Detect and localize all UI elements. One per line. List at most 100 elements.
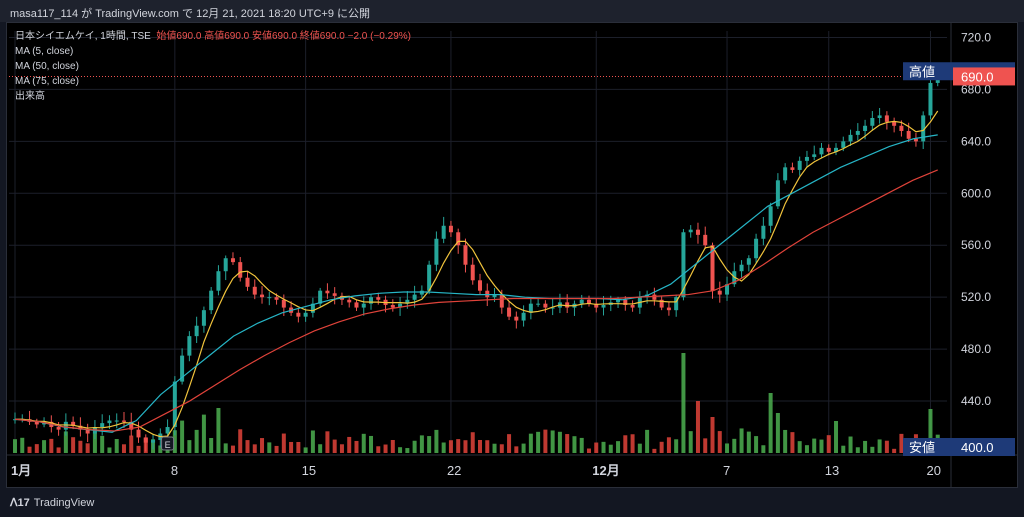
publish-info: masa117_114 が TradingView.com で 12月 21, …: [10, 8, 371, 20]
candle-body: [507, 307, 512, 317]
candle-body: [528, 303, 533, 313]
volume-bar: [725, 443, 730, 453]
volume-bar: [586, 448, 591, 453]
volume-bar: [717, 431, 722, 453]
volume-bar: [56, 447, 61, 453]
candle-body: [499, 294, 504, 308]
volume-bar: [848, 436, 853, 453]
candle-body: [754, 238, 759, 259]
volume-bar: [754, 436, 759, 453]
candle-body: [85, 429, 90, 434]
ma75-line: [14, 169, 938, 432]
volume-bar: [296, 441, 301, 453]
candle-body: [848, 134, 853, 142]
volume-bar: [826, 435, 831, 453]
chart-legend: 日本シイエムケイ, 1時間, TSE 始値690.0 高値690.0 安値690…: [15, 29, 411, 104]
candle-body: [536, 303, 541, 305]
volume-bar: [361, 433, 366, 453]
candle-body: [347, 299, 352, 303]
candle-body: [739, 264, 744, 272]
volume-bar: [877, 439, 882, 453]
brand-label: TradingView: [33, 497, 95, 509]
volume-bar: [739, 428, 744, 453]
candle-body: [114, 420, 119, 422]
volume-bar: [274, 445, 279, 453]
candle-body: [332, 293, 337, 296]
volume-bar: [666, 437, 671, 453]
time-label: 7: [723, 463, 730, 478]
tradingview-logo[interactable]: ᐱ17 TradingView: [10, 496, 94, 509]
candle-body: [630, 304, 635, 308]
candle-body: [310, 303, 315, 313]
legend-ma5[interactable]: MA (5, close): [15, 46, 74, 57]
candle-body: [412, 294, 417, 300]
volume-bar: [710, 417, 715, 453]
candle-body: [666, 307, 671, 311]
candle-body: [681, 232, 686, 298]
candle-body: [717, 290, 722, 295]
volume-bar: [252, 444, 257, 453]
volume-bar: [470, 432, 475, 453]
legend-volume[interactable]: 出来高: [15, 91, 45, 102]
candle-body: [521, 312, 526, 321]
volume-bar: [688, 431, 693, 453]
ohlc-values: 始値690.0 高値690.0 安値690.0 終値690.0 −2.0 (−0…: [156, 31, 411, 42]
volume-bar: [419, 435, 424, 453]
earnings-marker: [161, 436, 175, 451]
candle-body: [855, 130, 860, 135]
candle-body: [710, 245, 715, 291]
volume-bar: [369, 435, 374, 453]
candle-body: [695, 229, 700, 235]
candle-body: [129, 421, 134, 430]
candle-body: [485, 290, 490, 298]
volume-bar: [884, 440, 889, 453]
volume-bar: [376, 446, 381, 453]
volume-bar: [478, 439, 482, 453]
legend-ma75[interactable]: MA (75, close): [15, 76, 79, 87]
candle-body: [579, 299, 584, 304]
candle-body: [34, 421, 39, 425]
volume-bar: [797, 441, 802, 453]
volume-bar: [412, 440, 417, 453]
candle-body: [863, 125, 868, 131]
candle-body: [775, 180, 780, 207]
volume-bar: [20, 437, 25, 453]
chart-panel[interactable]: 720.0 680.0 640.0 600.0 560.0 520.0 480.0 440.0…: [6, 22, 1018, 488]
candle-body: [594, 303, 599, 308]
volume-bar: [463, 440, 468, 453]
volume-bar: [27, 446, 32, 453]
volume-bar: [85, 443, 90, 453]
volume-bar: [485, 440, 490, 453]
price-tick-label: 520.0: [961, 290, 991, 304]
symbol-label: 日本シイエムケイ, 1時間, TSE: [15, 31, 151, 42]
legend-ma50[interactable]: MA (50, close): [15, 61, 79, 72]
volume-bar: [695, 401, 700, 453]
candle-body: [819, 147, 824, 155]
volume-bar: [819, 439, 824, 453]
candle-body: [913, 138, 918, 142]
volume-bar: [216, 408, 221, 453]
volume-bar: [659, 441, 664, 453]
volume-bar: [761, 445, 766, 453]
candle-body: [841, 141, 846, 148]
candlestick-chart[interactable]: 720.0 680.0 640.0 600.0 560.0 520.0 480.0 440.0…: [7, 23, 1017, 487]
candle-body: [180, 355, 185, 382]
candle-body: [143, 437, 148, 443]
candle-body: [899, 125, 904, 131]
time-label: 15: [302, 463, 316, 478]
volume-bar: [325, 431, 330, 453]
time-label: 20: [926, 463, 940, 478]
volume-bar: [42, 440, 47, 453]
candle-body: [623, 299, 628, 305]
candle-body: [492, 294, 497, 298]
volume-bar: [318, 444, 323, 453]
candle-body: [405, 299, 410, 304]
volume-bar: [209, 437, 214, 453]
candle-body: [427, 264, 432, 291]
candle-body: [586, 299, 591, 304]
volume-bar: [121, 444, 126, 453]
volume-bar: [768, 393, 773, 453]
candle-body: [260, 294, 265, 298]
volume-bar: [78, 440, 83, 453]
time-label: 13: [825, 463, 839, 478]
